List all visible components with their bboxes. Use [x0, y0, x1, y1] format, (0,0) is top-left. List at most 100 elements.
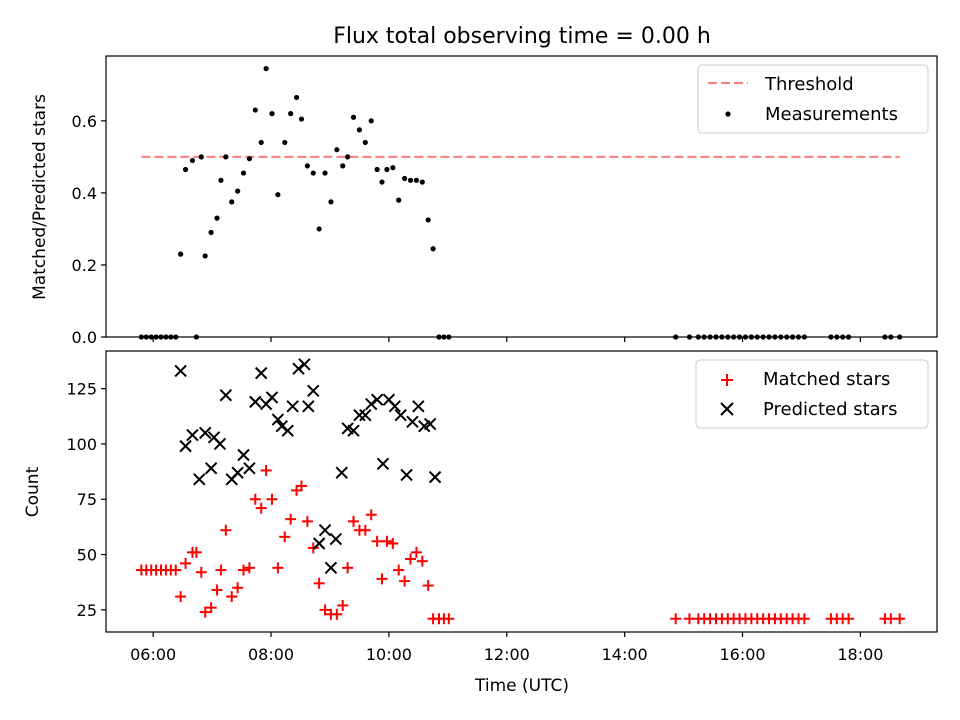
- matched-point: [405, 553, 417, 565]
- measurement-point: [430, 246, 436, 252]
- measurement-point: [345, 154, 351, 160]
- bottom-xtick-label: 08:00: [248, 645, 294, 664]
- matched-point: [670, 613, 682, 625]
- top-ytick-label: 0.4: [72, 184, 97, 203]
- matched-point: [255, 502, 267, 514]
- measurement-point: [356, 127, 363, 133]
- predicted-point: [324, 561, 338, 575]
- matched-point: [170, 564, 182, 576]
- predicted-point: [370, 393, 384, 406]
- matched-point: [843, 613, 855, 625]
- bottom-xlabel: Time (UTC): [474, 676, 569, 696]
- matched-point: [319, 604, 331, 616]
- legend-predicted-label: Predicted stars: [763, 399, 897, 420]
- matched-point: [226, 591, 238, 603]
- top-axes-frame: [105, 55, 938, 338]
- measurement-point: [252, 107, 258, 113]
- legend-predicted-swatch: [720, 402, 734, 416]
- matched-point: [211, 584, 223, 596]
- predicted-point: [271, 413, 285, 426]
- predicted-point: [174, 364, 187, 378]
- bottom-xtick-label: 12:00: [484, 645, 530, 664]
- measurement-point: [340, 163, 346, 169]
- measurement-point: [240, 170, 247, 176]
- measurement-point: [198, 154, 204, 160]
- measurement-point: [288, 111, 294, 117]
- matched-point: [331, 608, 343, 620]
- measurement-point: [419, 179, 425, 185]
- predicted-point: [388, 400, 401, 413]
- predicted-point: [213, 437, 227, 451]
- predicted-point: [186, 428, 199, 442]
- bottom-xtick-label: 10:00: [366, 645, 412, 664]
- matched-point: [175, 591, 187, 603]
- matched-point: [266, 493, 278, 505]
- matched-point: [301, 515, 313, 527]
- measurement-point: [304, 163, 310, 169]
- predicted-point: [193, 473, 206, 486]
- measurement-point: [407, 177, 414, 183]
- bottom-ytick-label: 75: [77, 490, 97, 509]
- predicted-points: [174, 358, 442, 575]
- bottom-xticks: 06:00 08:00 10:00 12:00 14:00 16:00 18:00: [130, 632, 883, 664]
- measurement-point: [246, 156, 253, 162]
- predicted-point: [265, 391, 279, 404]
- matched-point: [798, 613, 810, 625]
- matched-point: [422, 580, 434, 592]
- measurement-point: [258, 139, 264, 146]
- predicted-point: [359, 408, 372, 422]
- bottom-axes-frame: [105, 350, 938, 633]
- predicted-point: [347, 424, 360, 437]
- measurement-point: [263, 66, 269, 72]
- measurement-point: [390, 165, 396, 171]
- measurement-point: [334, 147, 340, 153]
- measurement-point: [425, 217, 431, 223]
- predicted-point: [231, 466, 244, 479]
- bottom-yticks: 25 50 75 100 125: [66, 380, 106, 620]
- legend-measurements-label: Measurements: [765, 104, 898, 125]
- matched-point: [232, 582, 244, 594]
- measurement-point: [298, 116, 305, 122]
- measurement-point: [214, 215, 220, 221]
- matched-point: [190, 546, 202, 558]
- predicted-point: [412, 400, 425, 413]
- measurement-point: [316, 226, 322, 232]
- chart-title: Flux total observing time = 0.00 h: [333, 24, 711, 49]
- measurement-point: [350, 114, 357, 120]
- predicted-point: [281, 424, 294, 437]
- matched-point: [243, 562, 255, 574]
- top-ytick-label: 0.0: [72, 328, 97, 347]
- matched-point: [220, 524, 232, 536]
- top-ytick-label: 0.2: [72, 256, 97, 275]
- bottom-xtick-label: 16:00: [719, 645, 765, 664]
- predicted-point: [335, 466, 348, 479]
- measurement-point: [310, 170, 316, 176]
- matched-point: [279, 531, 291, 543]
- measurement-point: [413, 177, 419, 183]
- matched-point: [180, 557, 192, 569]
- matched-point: [348, 515, 360, 527]
- predicted-point: [394, 408, 407, 422]
- measurement-point: [235, 188, 241, 194]
- predicted-point: [329, 532, 343, 546]
- measurement-point: [379, 179, 385, 185]
- matched-point: [371, 535, 383, 547]
- measurement-point: [189, 157, 196, 164]
- measurement-point: [328, 199, 334, 205]
- top-panel: 0.0 0.2 0.4 0.6 Matched/Predicted stars Thr…: [30, 55, 938, 347]
- predicted-point: [428, 470, 442, 484]
- matched-point: [285, 513, 297, 525]
- matched-point: [215, 564, 227, 576]
- matched-points: [135, 464, 906, 625]
- legend-matched-swatch: [721, 374, 733, 386]
- predicted-point: [312, 537, 326, 550]
- matched-point: [337, 599, 349, 611]
- predicted-point: [353, 408, 366, 422]
- matched-point: [249, 493, 261, 505]
- measurement-point: [223, 154, 229, 160]
- matched-point: [393, 564, 405, 576]
- matched-point: [272, 562, 284, 574]
- top-ylabel: Matched/Predicted stars: [30, 94, 50, 300]
- predicted-point: [199, 426, 212, 440]
